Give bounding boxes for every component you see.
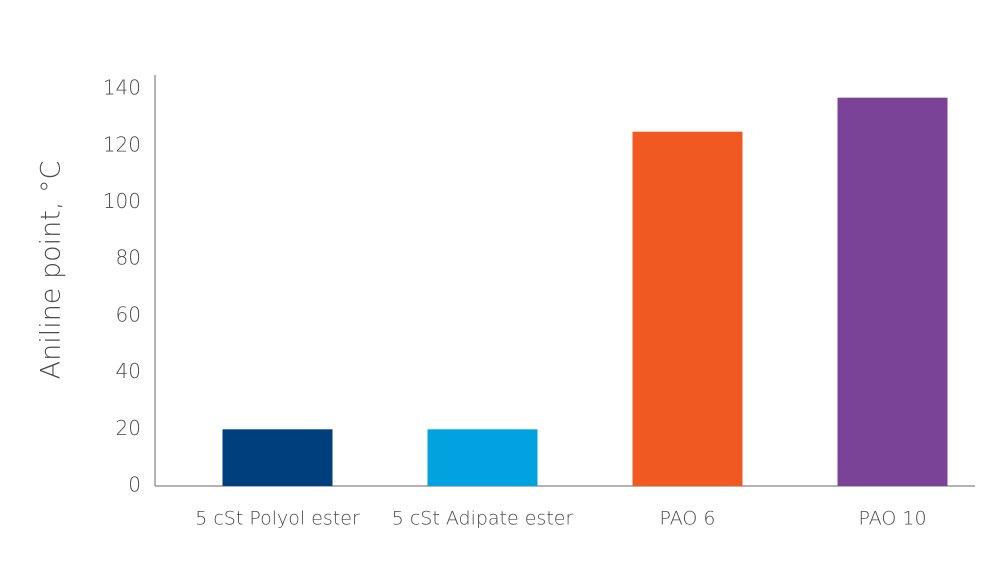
bar (222, 429, 333, 486)
x-tick-label: 5 cSt Adipate ester (392, 508, 574, 530)
bar (837, 97, 948, 486)
x-tick-label: PAO 10 (858, 508, 926, 530)
x-tick-label: PAO 6 (660, 508, 716, 530)
y-tick-label: 100 (103, 189, 141, 213)
bar (632, 131, 743, 487)
y-tick-label: 40 (116, 359, 141, 383)
y-axis-label: Aniline point, °C (36, 161, 67, 380)
y-tick-label: 0 (128, 473, 141, 497)
bar (427, 429, 538, 486)
y-tick-label: 140 (103, 76, 141, 100)
x-tick-label: 5 cSt Polyol ester (195, 508, 360, 530)
y-tick-label: 60 (116, 302, 141, 326)
y-tick-label: 20 (116, 416, 141, 440)
y-tick-label: 120 (103, 132, 141, 156)
y-tick-label: 80 (116, 246, 141, 270)
